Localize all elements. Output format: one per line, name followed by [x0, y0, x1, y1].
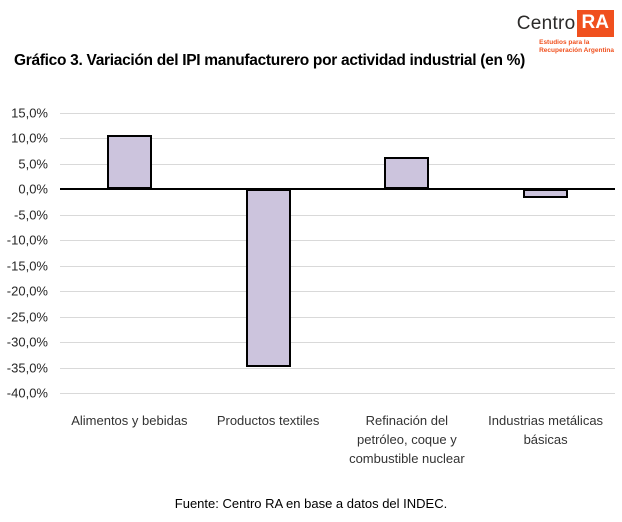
logo-tagline-line1: Estudios para la — [539, 39, 590, 46]
category-label: Productos textiles — [216, 413, 320, 428]
bar-3 — [523, 189, 569, 198]
logo-wordmark: Centro RA — [517, 10, 614, 37]
centro-ra-logo: Centro RA Estudios para la Recuperación … — [517, 10, 614, 55]
y-tick-label: -25,0% — [6, 309, 48, 325]
y-tick-label: 10,0% — [11, 130, 48, 146]
y-tick-label: -30,0% — [6, 334, 48, 350]
y-tick-label: -40,0% — [6, 385, 48, 401]
gridline — [60, 393, 615, 394]
category-label: Refinación del petróleo, coque y combust… — [349, 413, 465, 466]
gridline — [60, 291, 615, 293]
gridline — [60, 342, 615, 344]
zero-axis — [60, 188, 615, 191]
y-tick-label: 5,0% — [18, 156, 48, 172]
category-label: Industrias metálicas básicas — [488, 413, 604, 447]
gridline — [60, 367, 615, 369]
logo-ra-badge: RA — [576, 10, 614, 37]
bar-0 — [106, 134, 152, 190]
bar-2 — [384, 157, 430, 190]
gridline — [60, 240, 615, 242]
gridline — [60, 316, 615, 318]
y-tick-label: -35,0% — [6, 360, 48, 376]
category-label: Alimentos y bebidas — [71, 413, 188, 428]
y-tick-label: 15,0% — [11, 105, 48, 121]
x-axis: Alimentos y bebidas Productos textiles Ref… — [60, 411, 615, 481]
y-tick-label: -5,0% — [14, 207, 48, 223]
y-tick-label: -10,0% — [6, 232, 48, 248]
y-tick-label: 0,0% — [18, 181, 48, 197]
plot-area — [60, 113, 615, 394]
gridline — [60, 113, 615, 114]
logo-tagline-line2: Recuperación Argentina — [539, 47, 614, 54]
gridline — [60, 265, 615, 267]
y-axis: 15,0% 10,0% 5,0% 0,0% -5,0% -10,0% -15,0% -20,0… — [0, 106, 48, 401]
y-tick-label: -15,0% — [6, 258, 48, 274]
gridline — [60, 138, 615, 140]
gridline — [60, 214, 615, 216]
logo-tagline: Estudios para la Recuperación Argentina — [539, 39, 614, 55]
y-tick-label: -20,0% — [6, 283, 48, 299]
bar-1 — [245, 189, 291, 368]
gridline — [60, 163, 615, 165]
source-note: Fuente: Centro RA en base a datos del IN… — [174, 496, 448, 511]
logo-centro-text: Centro — [516, 12, 576, 34]
chart-title: Gráfico 3. Variación del IPI manufacture… — [14, 52, 525, 69]
